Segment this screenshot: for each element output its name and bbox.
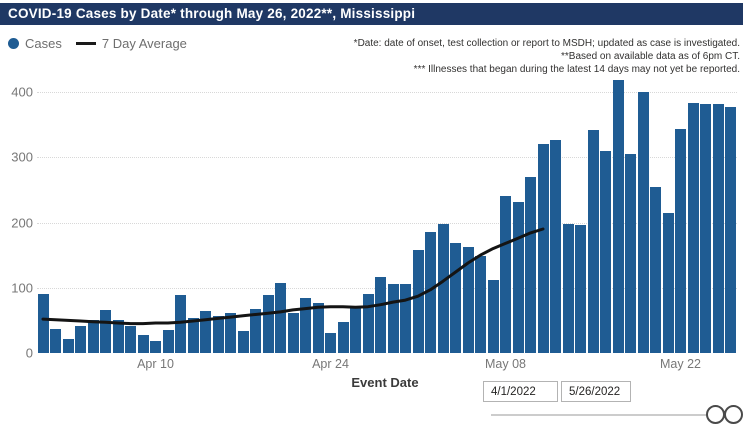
footnote-data-asof: **Based on available data as of 6pm CT. — [561, 51, 740, 62]
bar-may-17[interactable] — [612, 80, 624, 353]
x-axis-label-apr-24: Apr 24 — [312, 357, 349, 371]
legend-avg-label[interactable]: 7 Day Average — [101, 35, 187, 51]
bar-may-6[interactable] — [475, 256, 486, 353]
footnote-latest14: *** Illnesses that began during the late… — [413, 64, 740, 75]
gridline-400 — [37, 92, 737, 93]
avg-legend-line-icon — [75, 41, 96, 45]
bar-may-15[interactable] — [587, 130, 599, 353]
bar-apr-24[interactable] — [325, 333, 336, 353]
bar-apr-1[interactable] — [37, 294, 49, 353]
cases-legend-dot-icon — [8, 37, 19, 49]
bar-may-14[interactable] — [575, 225, 586, 353]
bar-apr-28[interactable] — [375, 277, 386, 353]
bar-may-11[interactable] — [537, 144, 549, 353]
seven-day-average-line — [41, 227, 545, 326]
bar-may-4[interactable] — [450, 242, 461, 353]
bar-apr-12[interactable] — [175, 294, 186, 353]
bar-may-8[interactable] — [500, 196, 511, 353]
bar-may-2[interactable] — [425, 231, 436, 353]
bar-apr-2[interactable] — [50, 328, 61, 353]
gridline-200 — [37, 222, 737, 224]
footnotes: *Date: date of onset, test collection or… — [354, 37, 740, 76]
bar-apr-4[interactable] — [75, 326, 86, 353]
bar-may-19[interactable] — [637, 92, 649, 353]
x-axis-title: Event Date — [351, 375, 419, 390]
bar-may-24[interactable] — [700, 104, 711, 353]
bar-may-21[interactable] — [662, 213, 674, 353]
bar-apr-30[interactable] — [400, 283, 411, 353]
bar-apr-22[interactable] — [300, 298, 311, 353]
legend: Cases 7 Day Average — [8, 34, 187, 52]
bar-apr-11[interactable] — [162, 330, 174, 353]
date-range-slider-track[interactable] — [491, 414, 709, 416]
date-slicer-end-input[interactable]: 5/26/2022 — [561, 381, 631, 402]
bar-may-16[interactable] — [600, 151, 611, 353]
bar-apr-6[interactable] — [100, 309, 111, 353]
bar-apr-17[interactable] — [237, 330, 249, 353]
bar-apr-26[interactable] — [350, 307, 361, 353]
bar-apr-20[interactable] — [275, 283, 286, 353]
bar-apr-21[interactable] — [287, 312, 299, 353]
bar-apr-5[interactable] — [87, 320, 99, 353]
x-axis-label-may-08: May 08 — [485, 357, 526, 371]
bar-may-9[interactable] — [512, 202, 524, 353]
bar-may-10[interactable] — [525, 176, 536, 353]
bar-may-12[interactable] — [550, 139, 561, 353]
bar-apr-7[interactable] — [112, 320, 124, 353]
bar-may-18[interactable] — [625, 153, 636, 353]
bar-apr-10[interactable] — [150, 340, 161, 353]
bar-apr-23[interactable] — [312, 302, 324, 353]
bar-may-7[interactable] — [487, 279, 499, 353]
bar-apr-15[interactable] — [212, 315, 224, 353]
bar-may-20[interactable] — [650, 187, 661, 353]
bar-may-5[interactable] — [462, 246, 474, 353]
bar-apr-8[interactable] — [125, 325, 136, 353]
bar-may-22[interactable] — [675, 128, 686, 353]
slider-handle-end[interactable] — [724, 405, 743, 424]
bar-apr-25[interactable] — [337, 322, 349, 353]
gridline-100 — [37, 287, 737, 289]
bar-apr-9[interactable] — [137, 335, 149, 353]
bar-apr-19[interactable] — [262, 294, 274, 353]
bar-may-25[interactable] — [712, 104, 724, 353]
gridline-300 — [37, 157, 737, 159]
bar-may-13[interactable] — [562, 224, 574, 353]
bar-apr-27[interactable] — [362, 294, 374, 353]
bar-apr-16[interactable] — [225, 312, 236, 353]
bar-apr-13[interactable] — [187, 318, 199, 353]
bar-may-3[interactable] — [437, 223, 449, 353]
bar-may-26[interactable] — [725, 107, 736, 353]
page-title: COVID-19 Cases by Date* through May 26, … — [0, 3, 743, 25]
x-axis-label-apr-10: Apr 10 — [137, 357, 174, 371]
legend-cases-label[interactable]: Cases — [25, 35, 62, 51]
date-slicer-start-input[interactable]: 4/1/2022 — [483, 381, 558, 402]
bar-apr-14[interactable] — [200, 310, 211, 353]
x-axis-label-may-22: May 22 — [660, 357, 701, 371]
bar-may-23[interactable] — [687, 103, 699, 353]
bar-apr-29[interactable] — [387, 284, 399, 353]
bar-apr-3[interactable] — [62, 339, 74, 353]
bar-apr-18[interactable] — [250, 309, 261, 353]
slider-handle-start[interactable] — [706, 405, 725, 424]
footnote-date: *Date: date of onset, test collection or… — [353, 38, 740, 49]
bar-may-1[interactable] — [412, 249, 424, 353]
